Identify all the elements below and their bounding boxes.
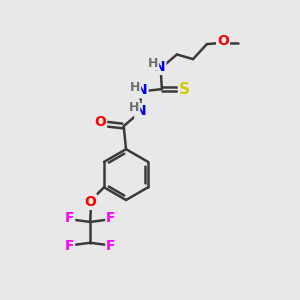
Text: H: H — [130, 81, 140, 94]
Text: O: O — [84, 195, 96, 209]
Text: N: N — [135, 104, 147, 118]
Text: N: N — [136, 83, 148, 97]
Text: F: F — [64, 212, 74, 226]
Text: H: H — [148, 57, 158, 70]
Text: H: H — [129, 101, 139, 114]
Text: F: F — [106, 212, 116, 226]
Text: N: N — [154, 60, 165, 74]
Text: O: O — [94, 116, 106, 129]
Text: S: S — [179, 82, 190, 97]
Text: F: F — [106, 239, 116, 253]
Text: O: O — [217, 34, 229, 48]
Text: F: F — [64, 239, 74, 253]
